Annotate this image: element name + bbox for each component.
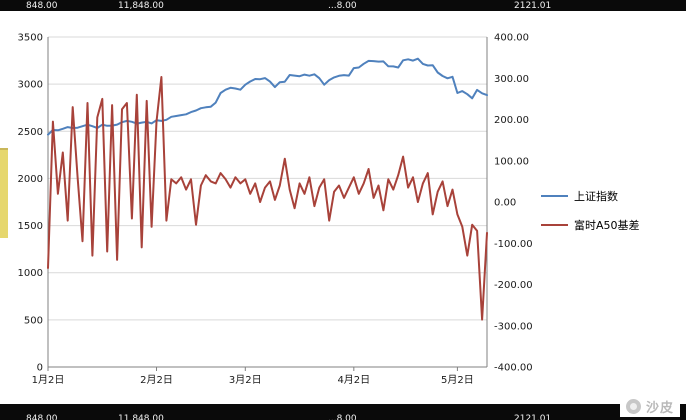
watermark-label: 沙皮 [645,400,674,416]
legend-label: 富时A50基差 [574,219,640,232]
cell-value: 848.00 [26,1,58,11]
left-axis-tick-label: 2000 [18,174,43,185]
right-axis-tick-label: 300.00 [494,74,529,85]
legend-item-a50-basis: 富时A50基差 [541,217,640,233]
cell-fill-strip [0,148,8,238]
series-line-上证指数 [47,57,488,136]
sse-line-swatch [541,195,568,197]
left-axis-tick-label: 1000 [18,268,43,279]
a50-basis-line-swatch [541,224,568,226]
legend-label: 上证指数 [574,190,618,203]
left-axis-tick-label: 3000 [18,80,43,91]
series-line-富时A50基差 [47,76,488,321]
spreadsheet-row-bottom: 848.00 11,848.00 ...8.00 2121.01 [0,404,686,420]
right-axis-tick-label: 0.00 [494,198,516,209]
x-axis-tick-label: 5月2日 [441,374,474,386]
x-axis-tick-label: 3月2日 [229,374,262,386]
chart-legend: 上证指数 富时A50基差 [541,188,640,246]
left-axis-tick-label: 2500 [18,127,43,138]
chart-canvas: 0 500 1000 1500 2000 2500 3000 3500 -400.00 -300.… [18,33,533,387]
cell-value: 848.00 [26,414,58,420]
shapi-logo-icon [625,398,641,414]
right-axis-tick-label: 100.00 [494,156,529,167]
left-axis-tick-label: 0 [37,363,43,374]
right-axis-tick-label: 400.00 [494,33,529,44]
cell-value: 11,848.00 [118,1,164,11]
cell-value: ...8.00 [328,1,357,11]
spreadsheet-row-top: 848.00 11,848.00 ...8.00 2121.01 [0,0,686,11]
cell-value: ...8.00 [328,414,357,420]
cell-value: 2121.01 [514,414,552,420]
left-axis-tick-label: 3500 [18,33,43,44]
right-axis-tick-label: 200.00 [494,115,529,126]
x-axis-tick-label: 2月2日 [140,374,173,386]
cell-value: 11,848.00 [118,414,164,420]
watermark: 沙皮 [619,395,680,417]
right-axis-tick-label: -300.00 [494,321,533,332]
cell-value: 2121.01 [514,1,552,11]
x-axis-tick-label: 1月2日 [32,374,65,386]
left-axis-tick-label: 500 [24,315,43,326]
right-axis-tick-label: -100.00 [494,239,533,250]
right-axis-tick-label: -400.00 [494,363,533,374]
right-axis-tick-label: -200.00 [494,280,533,291]
legend-item-sse: 上证指数 [541,188,640,204]
left-axis-tick-label: 1500 [18,221,43,232]
x-axis-tick-label: 4月2日 [337,374,370,386]
